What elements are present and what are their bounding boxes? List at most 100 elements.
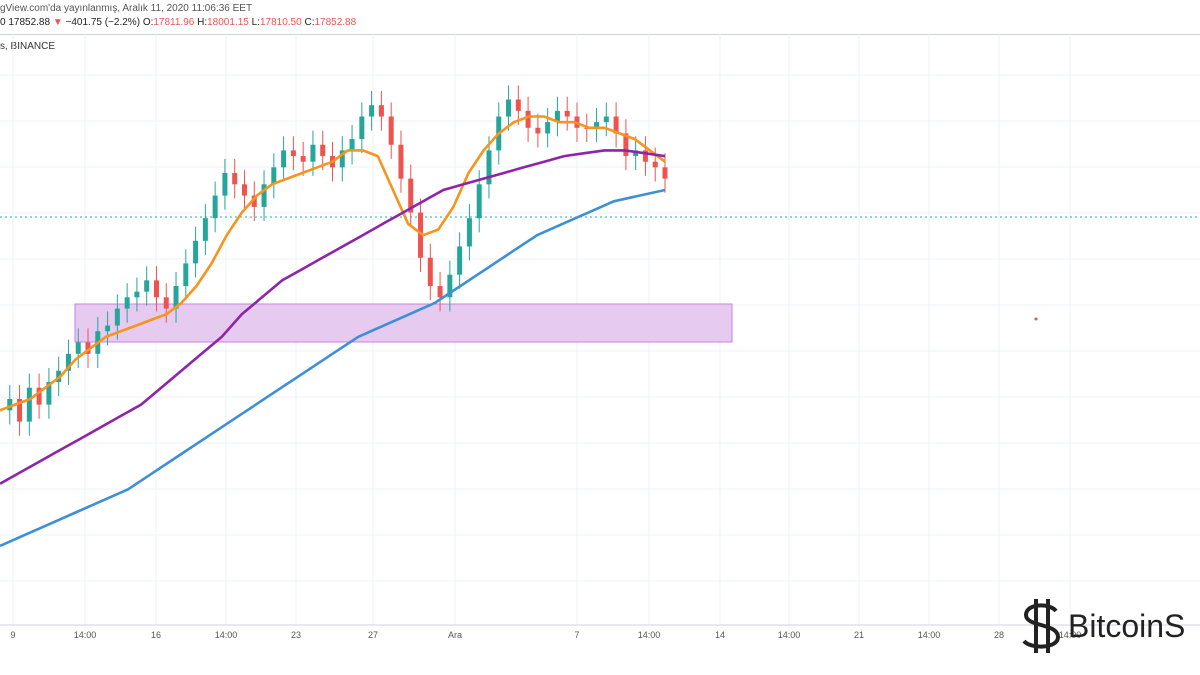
candle-body	[339, 150, 345, 168]
candle-body	[85, 342, 91, 354]
candle-body	[281, 150, 287, 168]
candle-body	[46, 382, 52, 405]
candle-body	[75, 342, 81, 354]
candle-body	[261, 184, 267, 207]
candle-body	[202, 218, 208, 241]
candle-body	[290, 150, 296, 157]
change-arrow-icon: ▼	[52, 17, 63, 28]
candle-body	[320, 144, 326, 157]
candle-body	[535, 127, 541, 134]
bitcoin-logo-icon: BitcoinS	[1022, 599, 1185, 653]
x-tick-label: 14:00	[74, 630, 97, 640]
chart-header: gView.com'da yayınlanmış, Aralık 11, 202…	[0, 0, 1200, 34]
candle-body	[232, 173, 238, 185]
x-tick-label: 23	[291, 630, 301, 640]
candle-body	[17, 399, 23, 422]
candle-body	[437, 286, 443, 298]
candle-body	[271, 167, 277, 185]
candle-body	[134, 291, 140, 298]
close-label: C:	[304, 17, 315, 28]
x-tick-label: Ara	[448, 630, 462, 640]
x-tick-label: 21	[854, 630, 864, 640]
candle-body	[36, 387, 42, 405]
candle-body	[183, 263, 189, 286]
close-value: 17852.88	[314, 17, 357, 28]
candle-body	[486, 150, 492, 185]
candle-body	[114, 308, 120, 326]
x-tick-label: 14:00	[918, 630, 941, 640]
low-label: L:	[251, 17, 260, 28]
open-label: O:	[142, 17, 154, 28]
x-tick-label: 14	[715, 630, 725, 640]
ma-mid-line	[0, 149, 666, 485]
high-label: H:	[197, 17, 208, 28]
candle-body	[378, 105, 384, 117]
x-tick-label: 27	[368, 630, 378, 640]
x-tick-label: 7	[574, 630, 579, 640]
candle-body	[457, 246, 463, 275]
candle-body	[310, 144, 316, 162]
candle-body	[554, 110, 560, 123]
header-divider	[0, 34, 1200, 35]
high-value: 18001.15	[207, 17, 249, 28]
x-tick-label: 14:00	[778, 630, 801, 640]
x-tick-label: 16	[151, 630, 161, 640]
x-tick-label: 9	[10, 630, 15, 640]
exchange-label: s, BINANCE	[0, 41, 56, 52]
candle-body	[564, 110, 570, 117]
candle-body	[105, 325, 111, 332]
candle-body	[65, 353, 71, 371]
candle-body	[506, 99, 512, 117]
x-tick-label: 14:00	[638, 630, 661, 640]
candle-body	[515, 99, 521, 111]
candle-body	[418, 212, 424, 258]
ohlc-line: 0 17852.88 ▼ −401.75 (−2.2%) O:17811.96 …	[0, 17, 356, 29]
candle-body	[163, 297, 169, 309]
candle-body	[584, 127, 590, 129]
candle-body	[408, 178, 414, 213]
candle-body	[193, 240, 199, 264]
price-change: −401.75 (−2.2%)	[65, 17, 141, 28]
candle-body	[26, 387, 32, 422]
candle-body	[251, 195, 257, 207]
candle-body	[603, 116, 609, 123]
x-tick-label: 14:00	[1059, 630, 1082, 640]
candle-body	[447, 274, 453, 298]
candle-body	[613, 116, 619, 134]
candle-body	[153, 280, 159, 298]
open-value: 17811.96	[153, 17, 195, 28]
ma-fast-line	[0, 115, 666, 412]
svg-text:BitcoinS: BitcoinS	[1068, 608, 1185, 644]
candle-body	[642, 150, 648, 162]
support-zone	[74, 303, 733, 343]
price-prefix: 0	[0, 17, 6, 28]
candle-body	[359, 116, 365, 140]
candle-body	[212, 195, 218, 219]
candle-body	[652, 161, 658, 168]
candle-body	[545, 122, 551, 134]
published-line: gView.com'da yayınlanmış, Aralık 11, 202…	[0, 3, 253, 14]
candle-body	[476, 184, 482, 219]
candle-body	[7, 399, 13, 411]
last-price: 17852.88	[8, 17, 51, 28]
candle-body	[241, 184, 247, 196]
x-tick-label: 14:00	[215, 630, 238, 640]
candle-body	[300, 156, 306, 162]
candle-body	[398, 144, 404, 179]
marker-dot	[1034, 317, 1038, 321]
low-value: 17810.50	[259, 17, 302, 28]
candle-body	[623, 133, 629, 157]
candle-body	[388, 116, 394, 145]
ma-slow-line	[0, 188, 666, 548]
candle-body	[222, 173, 228, 196]
candle-body	[525, 110, 531, 128]
candle-body	[124, 297, 130, 309]
candle-body	[144, 280, 150, 292]
candle-body	[594, 122, 600, 128]
x-tick-label: 28	[994, 630, 1004, 640]
candle-body	[173, 286, 179, 309]
candle-body	[427, 257, 433, 286]
candle-body	[369, 105, 375, 117]
candle-body	[662, 167, 668, 179]
